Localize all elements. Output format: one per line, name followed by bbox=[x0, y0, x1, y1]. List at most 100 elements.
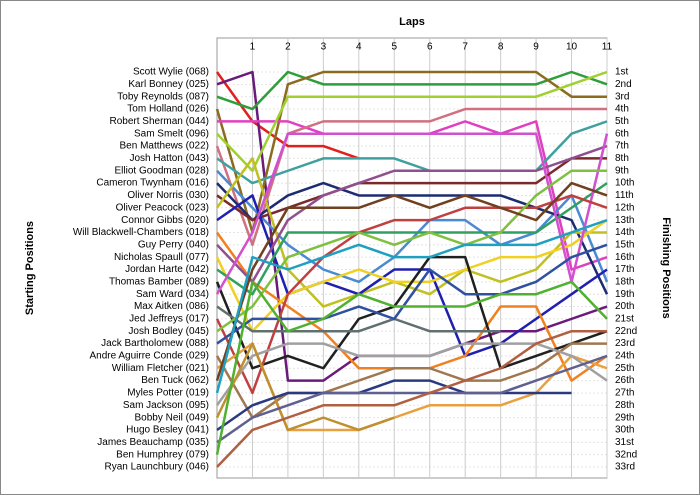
y-tick-label: 1st bbox=[615, 67, 629, 78]
series-name: Andre Aguirre Conde (029) bbox=[89, 351, 209, 362]
series-name: Jordan Harte (042) bbox=[125, 264, 209, 275]
y-tick-label: 27th bbox=[615, 388, 634, 399]
series-name: Thomas Bamber (089) bbox=[109, 276, 209, 287]
y-tick-label: 13th bbox=[615, 215, 634, 226]
series-line bbox=[216, 194, 608, 358]
series-name: Jack Bartholomew (088) bbox=[101, 338, 209, 349]
series-name: Toby Reynolds (087) bbox=[117, 91, 209, 102]
y-tick-label: 20th bbox=[615, 301, 634, 312]
y-tick-label: 33rd bbox=[615, 462, 635, 473]
series-line bbox=[216, 379, 572, 431]
series-line bbox=[215, 194, 608, 395]
series-line bbox=[215, 342, 607, 419]
series-line bbox=[216, 169, 607, 333]
series-name: Sam Ward (034) bbox=[136, 289, 209, 300]
series-name: James Beauchamp (035) bbox=[97, 437, 209, 448]
series-line bbox=[216, 144, 608, 284]
series-name: William Fletcher (021) bbox=[112, 363, 209, 374]
series-line bbox=[215, 157, 607, 308]
series-line bbox=[215, 132, 609, 295]
y-tick-label: 31st bbox=[615, 437, 634, 448]
series-line bbox=[216, 329, 607, 468]
series-line bbox=[215, 342, 608, 407]
x-tick-label: 8 bbox=[498, 42, 504, 53]
series-line bbox=[216, 305, 501, 333]
x-tick-label: 5 bbox=[391, 42, 397, 53]
series-name: Oliver Peacock (023) bbox=[116, 202, 209, 213]
series-line bbox=[215, 342, 395, 432]
series-line bbox=[215, 280, 608, 455]
series-line bbox=[216, 181, 609, 295]
y-tick-label: 8th bbox=[615, 153, 629, 164]
x-tick-label: 10 bbox=[566, 42, 578, 53]
series-line bbox=[216, 243, 608, 345]
x-tick-label: 9 bbox=[533, 42, 539, 53]
y-tick-label: 5th bbox=[615, 116, 629, 127]
y-tick-label: 2nd bbox=[615, 79, 632, 90]
x-tick-label: 3 bbox=[321, 42, 327, 53]
x-axis-title: Laps bbox=[399, 16, 425, 28]
y-tick-label: 4th bbox=[615, 104, 629, 115]
series-name: Guy Perry (040) bbox=[138, 239, 209, 250]
series-name: Bobby Neil (049) bbox=[135, 412, 209, 423]
x-tick-label: 4 bbox=[356, 42, 362, 53]
series-name: Ben Matthews (022) bbox=[120, 141, 210, 152]
series-name: Tom Holland (026) bbox=[127, 104, 209, 115]
series-name: Sam Smelt (096) bbox=[134, 128, 209, 139]
y-tick-label: 25th bbox=[615, 363, 634, 374]
series-name: Ben Humphrey (079) bbox=[116, 449, 209, 460]
y-tick-label: 22nd bbox=[615, 326, 637, 337]
y-tick-label: 26th bbox=[615, 375, 634, 386]
series-line bbox=[216, 354, 608, 444]
y-tick-label: 18th bbox=[615, 276, 634, 287]
series-name: Robert Sherman (044) bbox=[110, 116, 210, 127]
y-tick-label: 21st bbox=[615, 314, 634, 325]
y-tick-label: 9th bbox=[615, 165, 629, 176]
series-name: Josh Hatton (043) bbox=[130, 153, 210, 164]
series-line bbox=[216, 157, 607, 222]
x-tick-label: 2 bbox=[285, 42, 291, 53]
series-name: Ben Tuck (062) bbox=[141, 375, 209, 386]
series-line bbox=[215, 255, 608, 370]
y-tick-label: 29th bbox=[615, 412, 634, 423]
series-line bbox=[216, 70, 608, 172]
series-name: Oliver Norris (030) bbox=[127, 190, 209, 201]
y-tick-label: 32nd bbox=[615, 449, 637, 460]
series-name: Hugo Besley (041) bbox=[126, 425, 209, 436]
y-tick-label: 10th bbox=[615, 178, 634, 189]
series-name: Max Aitken (086) bbox=[134, 301, 209, 312]
y-tick-label: 28th bbox=[615, 400, 634, 411]
series-name: Jed Jeffreys (017) bbox=[129, 314, 209, 325]
series-name: Myles Potter (019) bbox=[127, 388, 209, 399]
y-tick-label: 23rd bbox=[615, 338, 635, 349]
y-axis-title: Starting Positions bbox=[24, 221, 36, 315]
y-tick-label: 17th bbox=[615, 264, 634, 275]
y-tick-label: 15th bbox=[615, 239, 634, 250]
series-name: Elliot Goodman (028) bbox=[115, 165, 210, 176]
series-name: Josh Bodley (045) bbox=[128, 326, 209, 337]
y-tick-label: 24th bbox=[615, 351, 634, 362]
y-tick-label: 16th bbox=[615, 252, 634, 263]
y-tick-label: 12th bbox=[615, 202, 634, 213]
x-tick-label: 1 bbox=[250, 42, 256, 53]
series-line bbox=[216, 182, 608, 296]
series-line bbox=[215, 181, 608, 381]
series-name: Ryan Launchbury (046) bbox=[104, 462, 209, 473]
series-name: Will Blackwell-Chambers (018) bbox=[73, 227, 209, 238]
series-line bbox=[216, 120, 608, 185]
x-tick-label: 11 bbox=[602, 42, 613, 53]
x-tick-label: 7 bbox=[462, 42, 468, 53]
y-tick-label: 19th bbox=[615, 289, 634, 300]
series-line bbox=[216, 70, 608, 111]
y2-axis-title: Finishing Positions bbox=[660, 217, 672, 318]
series-name: Cameron Twynham (016) bbox=[96, 178, 209, 189]
x-tick-label: 6 bbox=[427, 42, 433, 53]
series-name: Nicholas Spaull (077) bbox=[114, 252, 209, 263]
y-tick-label: 6th bbox=[615, 128, 629, 139]
series-line bbox=[215, 218, 608, 394]
y-tick-label: 7th bbox=[615, 141, 629, 152]
y-tick-label: 11th bbox=[615, 190, 634, 201]
series-name: Connor Gibbs (020) bbox=[121, 215, 209, 226]
y-tick-label: 30th bbox=[615, 425, 634, 436]
